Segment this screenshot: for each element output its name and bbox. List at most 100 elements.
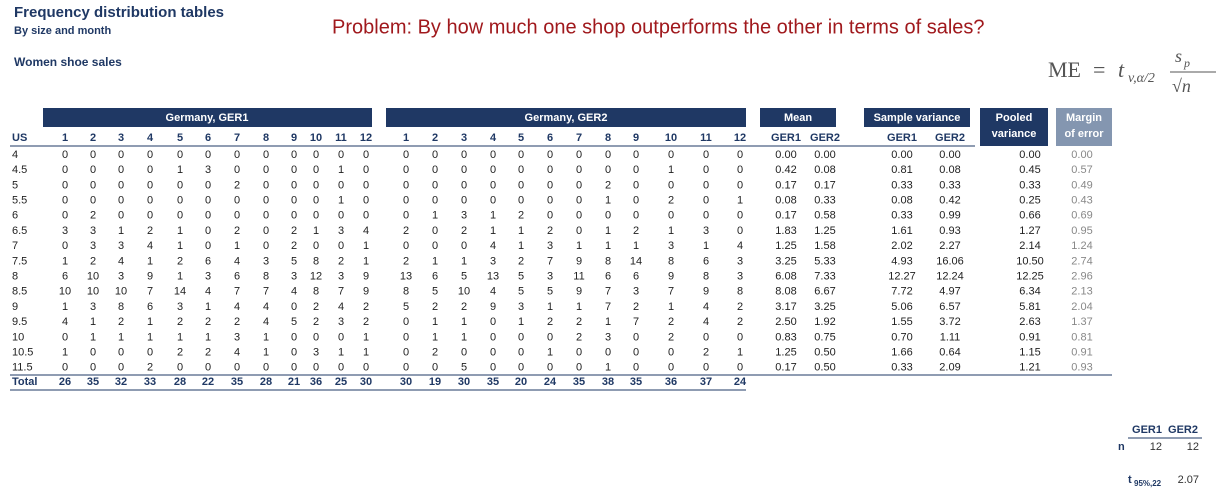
cell: 2.09 [939,362,960,374]
cell: 0 [633,149,639,161]
cell: 1 [90,316,96,328]
cell: 2.74 [1071,255,1092,267]
cell: 0 [205,195,211,207]
row-header: 8 [12,271,18,283]
cell: 3 [234,331,240,343]
column-header: GER1 [771,132,801,144]
cell: 1.58 [814,240,835,252]
cell: 1 [605,316,611,328]
cell: 8 [668,255,674,267]
cell: 7 [234,286,240,298]
total-cell: 35 [487,376,499,388]
group-title: Germany, GER2 [525,112,608,124]
cell: 7 [547,255,553,267]
cell: 0 [403,179,409,191]
cell: 0.00 [1071,149,1092,161]
cell: 0 [518,347,524,359]
cell: 6.57 [939,301,960,313]
cell: 2 [177,347,183,359]
cell: 0.33 [1019,179,1040,191]
cell: 0.91 [1071,347,1092,359]
cell: 0 [703,362,709,374]
cell: 0 [263,210,269,222]
cell: 0 [338,210,344,222]
cell: 0 [338,331,344,343]
cell: 0 [432,240,438,252]
cell: 0 [668,362,674,374]
cell: 0 [403,210,409,222]
cell: 2 [461,225,467,237]
cell: 1 [147,255,153,267]
cell: 8 [313,286,319,298]
cell: 9 [703,286,709,298]
cell: 0 [147,347,153,359]
formula-num: s [1175,46,1182,66]
cell: 2 [403,225,409,237]
cell: 2 [668,316,674,328]
cell: 2 [90,255,96,267]
cell: 2 [432,347,438,359]
cell: 0 [62,210,68,222]
cell: 0.08 [775,195,796,207]
cell: 9 [363,271,369,283]
cell: 2.50 [775,316,796,328]
cell: 0 [177,362,183,374]
cell: 2 [313,301,319,313]
column-header: US [12,132,27,144]
cell: 1 [633,240,639,252]
cell: 1 [605,362,611,374]
cell: 0.58 [814,210,835,222]
row-header: 8.5 [12,286,27,298]
cell: 0 [118,347,124,359]
cell: 3 [62,225,68,237]
cell: 8 [403,286,409,298]
cell: 6 [605,271,611,283]
cell: 5 [291,255,297,267]
cell: 0 [291,195,297,207]
cell: 0 [147,195,153,207]
cell: 12.25 [1016,271,1044,283]
cell: 2 [234,316,240,328]
cell: 2 [234,225,240,237]
summary-header: GER1 [1132,424,1162,436]
cell: 4 [363,225,369,237]
cell: 1 [363,347,369,359]
cell: 0 [62,179,68,191]
total-cell: 24 [734,376,747,388]
cell: 0 [205,240,211,252]
cell: 1 [518,225,524,237]
total-cell: 28 [260,376,272,388]
cell: 4 [490,240,496,252]
column-header: 5 [177,132,183,144]
cell: 0 [177,210,183,222]
cell: 3 [205,271,211,283]
cell: 0.43 [1071,195,1092,207]
total-cell: 38 [602,376,614,388]
cell: 0 [90,164,96,176]
cell: 0 [490,149,496,161]
cell: 2 [147,225,153,237]
cell: 6 [147,301,153,313]
cell: 0 [313,331,319,343]
cell: 0 [177,149,183,161]
cell: 3 [338,225,344,237]
cell: 2 [403,255,409,267]
cell: 3 [313,347,319,359]
cell: 3 [605,331,611,343]
cell: 0 [62,149,68,161]
cell: 8 [313,255,319,267]
cell: 1.25 [775,240,796,252]
cell: 0 [263,195,269,207]
cell: 4.93 [891,255,912,267]
cell: 2 [518,210,524,222]
bar-ger2 [386,108,746,127]
cell: 1 [576,301,582,313]
cell: 1.66 [891,347,912,359]
cell: 8 [118,301,124,313]
cell: 4 [291,286,297,298]
cell: 3 [90,240,96,252]
cell: 0 [403,347,409,359]
cell: 2 [547,316,553,328]
cell: 1 [147,316,153,328]
